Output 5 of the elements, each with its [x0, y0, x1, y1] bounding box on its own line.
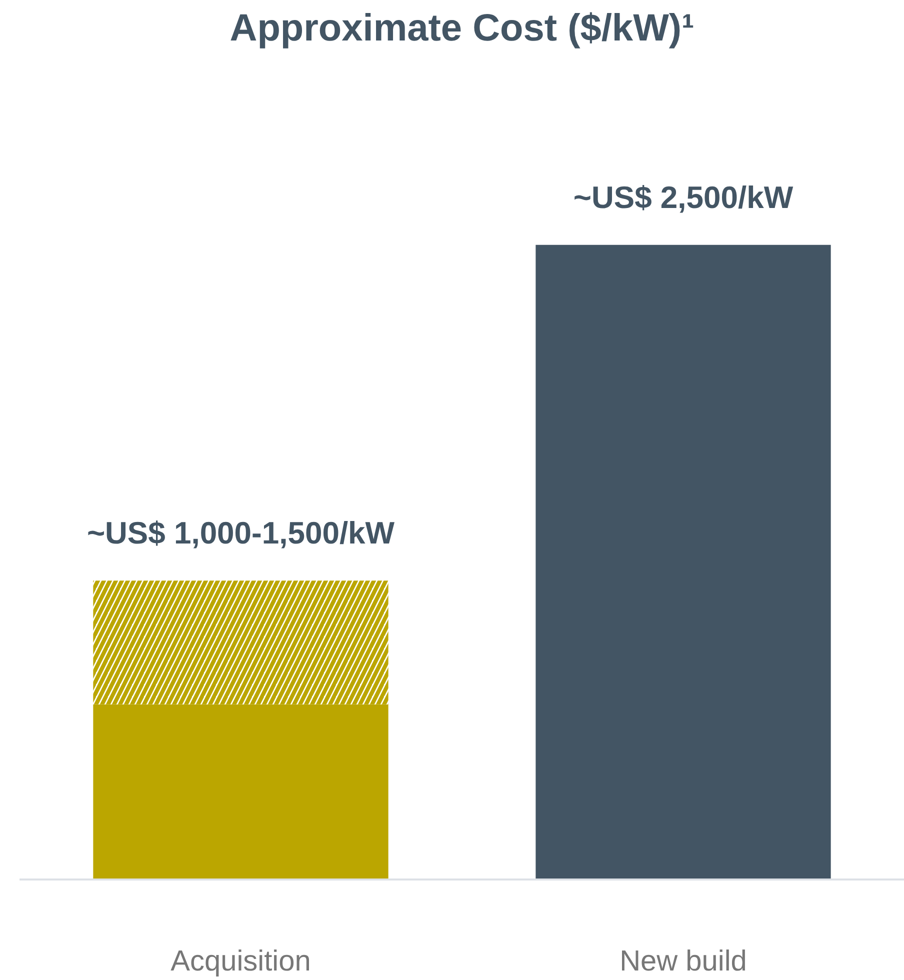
chart-title: Approximate Cost ($/kW)¹ — [230, 8, 694, 50]
total-label: ~US$ 2,500/kW — [573, 180, 794, 215]
x-tick-label: Acquisition — [170, 946, 311, 978]
x-tick-label: New build — [620, 946, 747, 978]
total-label: ~US$ 1,000-1,500/kW — [86, 516, 396, 551]
